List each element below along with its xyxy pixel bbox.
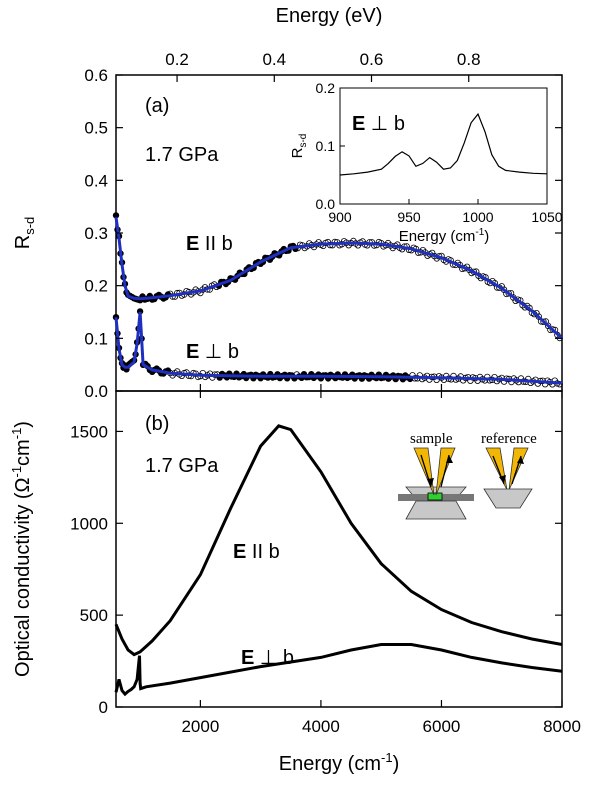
inset-frame [339,87,548,205]
top-tick-label: 0.8 [457,50,481,69]
y-tick-label: 0.2 [84,277,108,296]
y-tick-label: 1500 [70,422,108,441]
y-tick-label: 0.0 [84,382,108,401]
inset-y-axis-title: Rs-d [289,134,309,159]
inset-x-ticks: 900 950 1000 1050 [328,199,563,225]
top-axis-title: Energy (eV) [276,5,383,27]
sample-arrow-out-head [446,455,453,463]
panel-a-pressure-label: 1.7 GPa [145,144,219,166]
panel-b-series [114,424,563,697]
series-label-e-perp-a: E ⊥ b [186,341,239,363]
panel-b-frame [115,390,563,708]
panel-a-top-ticks: 0.2 0.4 0.6 0.8 [165,50,481,82]
inset-x-tick-label: 1000 [462,209,493,225]
data-point [540,318,547,325]
conductivity-line [114,424,563,657]
series-label-e-parallel-a: E II b [186,233,233,255]
y-tick-label: 0.4 [84,171,108,190]
top-tick-label: 0.4 [262,50,286,69]
panel-b-y-ticks: 0 500 1000 1500 [70,422,562,717]
inset-series [339,112,548,176]
panel-b: 2000 4000 6000 8000 0 500 1000 1500 Optical co… [9,390,581,775]
data-point [505,290,512,297]
panel-b-pressure-label: 1.7 GPa [145,455,219,477]
sample-chip [427,492,443,501]
bottom-axis-title: Energy (cm-1) [279,750,399,775]
inset-y-tick-label: 0.2 [316,80,336,96]
fit-line [114,311,563,385]
inset-x-tick-label: 1050 [531,209,562,225]
reference-arrow-in-head [499,475,506,484]
schematic-reference-label: reference [481,431,537,447]
panel-a-series [112,212,564,388]
inset-line [339,112,548,176]
x-tick-label: 2000 [181,717,219,736]
y-tick-label: 0 [99,698,108,717]
x-tick-label: 8000 [543,717,581,736]
inset-chart: 900 950 1000 1050 0.0 0.1 0.2 E ⊥ b Energy (c… [289,80,563,245]
panel-b-label: (b) [145,413,169,435]
inset-x-axis-title: Energy (cm-1) [399,227,490,245]
series-label-e-parallel-b: E II b [233,541,280,563]
y-tick-label: 0.3 [84,224,108,243]
inset-y-ticks: 0.0 0.1 0.2 [316,80,345,212]
sample-arrow-in-head [427,478,434,487]
panel-a-x-ticks [199,384,563,391]
panel-a-y-axis-title: Rs-d [12,217,37,250]
inset-annotation: E ⊥ b [352,113,405,135]
conductivity-line [114,643,563,697]
panel-b-y-axis-title: Optical conductivity (Ω-1cm-1) [9,421,34,677]
measurement-schematic: sample reference [398,431,537,520]
schematic-sample-label: sample [410,431,453,447]
top-tick-label: 0.6 [360,50,384,69]
inset-x-tick-label: 900 [328,209,352,225]
y-tick-label: 0.1 [84,329,108,348]
sample-beam-in [413,447,435,496]
series-label-e-perp-b: E ⊥ b [241,647,294,669]
inset-y-tick-label: 0.1 [316,138,336,154]
y-tick-label: 500 [80,606,108,625]
x-tick-label: 6000 [423,717,461,736]
reference-diamond [483,488,533,509]
y-tick-label: 0.5 [84,119,108,138]
x-tick-label: 4000 [302,717,340,736]
inset-x-tick-label: 950 [397,209,421,225]
inset-y-tick-label: 0.0 [316,196,336,212]
fit-line [114,216,564,340]
panel-a: 0.2 0.4 0.6 0.8 0.0 0.1 0.2 0.3 0.4 0.5 0.6 Energ… [12,5,564,401]
panel-a-y-ticks: 0.0 0.1 0.2 0.3 0.4 0.5 0.6 [84,66,562,401]
diamond-anvil-bottom [405,500,467,520]
y-tick-label: 0.6 [84,66,108,85]
reference-arrow-out-head [517,456,524,464]
y-tick-label: 1000 [70,514,108,533]
panel-a-label: (a) [145,95,169,117]
panel-b-x-ticks: 2000 4000 6000 8000 [181,391,581,736]
top-tick-label: 0.2 [165,50,189,69]
